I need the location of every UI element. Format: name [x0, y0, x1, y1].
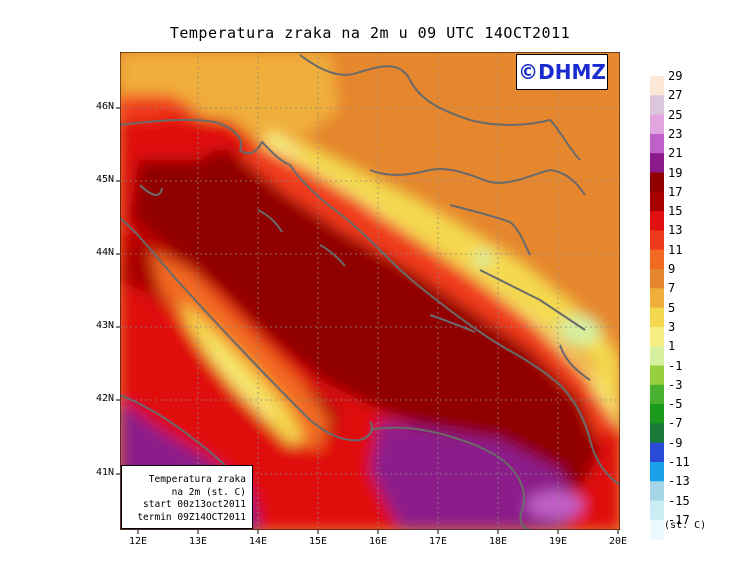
colorbar-swatch [650, 133, 664, 154]
lat-label: 44N [95, 247, 114, 258]
colorbar-swatch [650, 269, 664, 289]
coastlines [120, 54, 620, 530]
map-title: Temperatura zraka na 2m u 09 UTC 14OCT20… [169, 24, 571, 42]
field-italy-light [200, 330, 275, 420]
legend-label: 15 [668, 204, 683, 219]
field-cold-spot [558, 314, 602, 346]
legend-label: -11 [668, 455, 690, 469]
colorbar-swatch [650, 211, 664, 231]
colorbar-swatch [650, 288, 664, 309]
lon-label: 13E [188, 536, 208, 547]
colorbar-swatch [650, 153, 664, 173]
lon-label: 18E [488, 536, 508, 547]
lon-label: 12E [128, 536, 148, 547]
lat-label: 45N [95, 174, 114, 185]
colorbar [650, 76, 664, 540]
temperature-field [120, 52, 620, 530]
lon-label: 19E [548, 536, 568, 547]
legend-label: 19 [668, 165, 683, 180]
legend-label: -17 [668, 512, 690, 527]
lat-label: 43N [95, 320, 114, 331]
legend-label: 5 [668, 300, 676, 315]
field-yellow-band [300, 140, 620, 420]
info-line: na 2m (st. C) [171, 486, 246, 498]
legend-label: 9 [668, 262, 676, 276]
colorbar-swatch [650, 442, 664, 463]
legend-label: 21 [668, 146, 683, 161]
colorbar-swatch [650, 326, 664, 347]
colorbar-swatch [650, 172, 664, 193]
field-orange-red-zone [240, 140, 610, 440]
info-box: Temperatura zraka na 2m (st. C) start 00… [121, 465, 253, 529]
legend-label: 13 [668, 223, 683, 238]
legend-label: -7 [668, 416, 683, 431]
legend-label: -9 [668, 435, 683, 450]
axis-ticks [116, 107, 619, 534]
colorbar-swatch [650, 230, 664, 251]
legend-label: 29 [668, 69, 683, 83]
field-cold-spot-2 [473, 250, 493, 266]
field-adriatic-warm [130, 150, 600, 490]
lon-label: 20E [608, 536, 628, 547]
legend-label: -1 [668, 358, 683, 373]
colorbar-swatch [650, 462, 664, 482]
field-italy-yellow [180, 300, 305, 445]
colorbar-swatch [650, 423, 664, 444]
legend-label: 1 [668, 339, 676, 354]
info-line: Temperatura zraka [148, 474, 246, 485]
colorbar-swatch [650, 365, 664, 386]
colorbar-swatch [650, 249, 664, 270]
legend-label: 11 [668, 242, 683, 257]
lat-label: 42N [95, 393, 114, 404]
legend-label: 7 [668, 281, 676, 296]
legend-label: 17 [668, 184, 683, 199]
legend-label: 25 [668, 107, 683, 122]
info-line: start 00z13oct2011 [143, 499, 246, 510]
colorbar-swatch [650, 307, 664, 328]
legend-label: -15 [668, 493, 690, 508]
colorbar-swatch [650, 404, 664, 424]
lat-label: 46N [95, 101, 114, 112]
legend-label: 27 [668, 88, 683, 103]
colorbar-swatch [650, 384, 664, 405]
legend-label: -13 [668, 474, 690, 489]
legend-label: 3 [668, 319, 676, 334]
colorbar-swatch [650, 481, 664, 502]
field-gulf-orange [120, 95, 200, 120]
colorbar-swatch [650, 76, 664, 96]
graticule [120, 52, 620, 530]
colorbar-swatch [650, 346, 664, 366]
legend-label: -5 [668, 397, 683, 412]
info-line: termin 09Z14OCT2011 [137, 511, 246, 523]
colorbar-swatch [650, 191, 664, 212]
colorbar-swatch [650, 500, 664, 521]
field-purple-spot [527, 491, 583, 519]
lon-label: 17E [428, 536, 448, 547]
dhmz-copyright-logo: ©DHMZ [516, 54, 608, 90]
colorbar-swatch [650, 519, 664, 540]
lon-label: 14E [248, 536, 268, 547]
lon-label: 16E [368, 536, 388, 547]
legend-label: -3 [668, 377, 683, 392]
lon-label: 15E [308, 536, 328, 547]
colorbar-swatch [650, 95, 664, 116]
lat-label: 41N [95, 467, 114, 478]
legend-label: 23 [668, 126, 683, 141]
colorbar-swatch [650, 114, 664, 135]
legend-unit: (st. C) [664, 520, 707, 531]
